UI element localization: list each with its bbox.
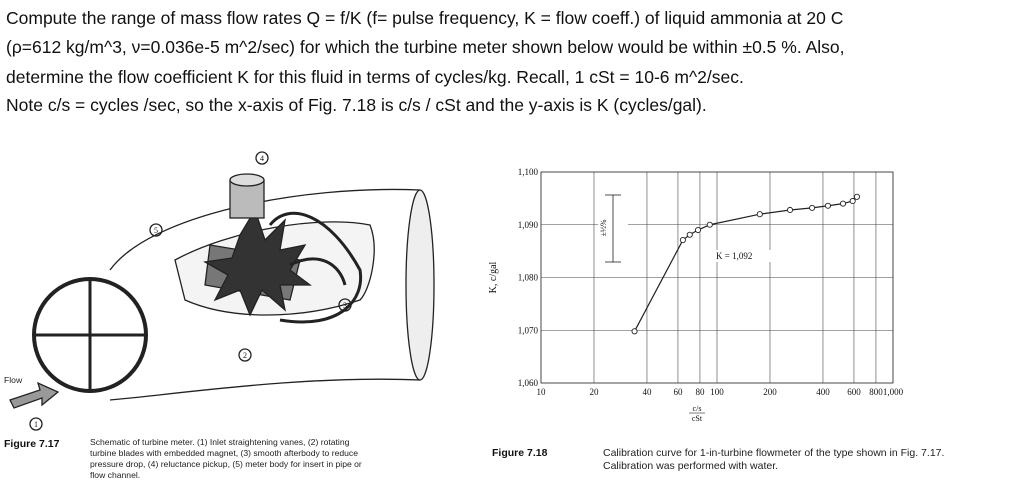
caption-line: Calibration was performed with water.: [603, 460, 778, 472]
problem-line: (ρ=612 kg/m^3, ν=0.036e-5 m^2/sec) for w…: [6, 37, 845, 57]
annotation: K = 1,092: [716, 251, 752, 261]
callout: 5: [154, 226, 158, 235]
y-tick-label: 1,060: [518, 378, 539, 388]
y-tick-label: 1,090: [518, 220, 539, 230]
callout-circle: [338, 298, 352, 312]
callout-circle: [149, 223, 163, 237]
x-tick-label: 80: [695, 387, 705, 397]
calibration-chart: 1,060 1,070 1,080 1,090 1,100 10 20 40 60 80 100 20…: [488, 167, 904, 423]
x-tick-label: 10: [537, 387, 547, 397]
calibration-line: [634, 196, 858, 332]
x-tick-label: 600: [847, 387, 861, 397]
flow-arrow: [9, 381, 60, 409]
callout-circle: [238, 348, 252, 362]
data-point: [756, 211, 763, 218]
y-tick-label: 1,100: [518, 167, 539, 177]
data-point: [853, 193, 861, 200]
turbine-blades: [203, 208, 312, 317]
data-point: [849, 197, 856, 205]
callout-circle: [29, 417, 43, 431]
annotation: ±½%: [599, 219, 608, 236]
callout: 1: [34, 420, 38, 429]
x-tick-label: 200: [763, 387, 777, 397]
caption-line: pressure drop, (4) reluctance pickup, (5…: [90, 459, 362, 469]
x-tick-label: 100: [710, 387, 724, 397]
problem-text: Compute the range of mass flow rates Q =…: [6, 8, 845, 115]
caption-line: flow channel.: [90, 470, 140, 480]
figure-label: Figure 7.17: [4, 438, 60, 450]
x-tick-label: 20: [589, 387, 599, 397]
y-axis-label: K, c/gal: [488, 261, 499, 293]
problem-line: determine the flow coefficient K for thi…: [6, 67, 744, 87]
data-point: [786, 206, 794, 214]
caption-line: turbine blades with embedded magnet, (3)…: [90, 448, 358, 458]
callout-circle: [255, 151, 269, 165]
afterbody: [289, 257, 347, 286]
data-point: [809, 204, 816, 211]
x-tick-label: 800: [869, 387, 883, 397]
body-end: [405, 189, 435, 381]
data-point: [824, 202, 832, 209]
data-point: [631, 328, 638, 335]
x-tick-label: 60: [673, 387, 683, 397]
pickup-wire: [268, 211, 363, 324]
caption-line: Calibration curve for 1-in-turbine flowm…: [603, 447, 944, 459]
callout: 2: [243, 351, 247, 360]
caption-line: Schematic of turbine meter. (1) Inlet st…: [90, 437, 350, 447]
flow-label: Flow: [4, 375, 23, 385]
x-tick-label: 1,000: [883, 387, 904, 397]
x-axis-label: c/s: [693, 404, 702, 413]
problem-line: Note c/s = cycles /sec, so the x-axis of…: [6, 95, 707, 115]
y-tick-label: 1,070: [518, 325, 539, 335]
data-point: [679, 236, 686, 244]
turbine-schematic: [9, 151, 435, 431]
problem-line: Compute the range of mass flow rates Q =…: [6, 8, 843, 28]
data-point: [706, 221, 713, 228]
x-tick-label: 40: [642, 387, 652, 397]
y-tick-label: 1,080: [518, 273, 539, 283]
data-point: [694, 226, 702, 234]
figure-label: Figure 7.18: [492, 447, 548, 459]
data-point: [686, 231, 693, 238]
annotation-bg: [714, 250, 772, 262]
data-point: [839, 200, 847, 207]
pickup-top: [229, 173, 265, 187]
x-axis-label: cSt: [692, 414, 703, 423]
callout: 3: [343, 301, 347, 310]
callout: 4: [260, 154, 264, 163]
x-tick-label: 400: [816, 387, 830, 397]
